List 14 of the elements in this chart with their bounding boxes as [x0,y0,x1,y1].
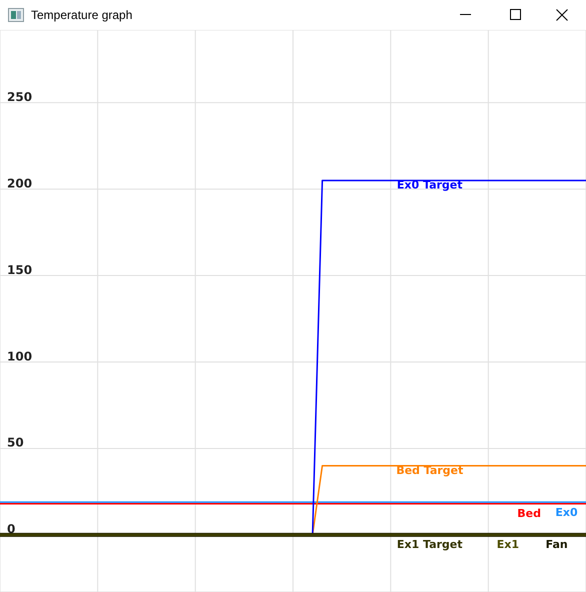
y-tick-label: 250 [7,90,32,104]
y-tick-label: 100 [7,349,32,364]
y-tick-label: 200 [7,176,32,190]
series-label: Fan [546,538,568,551]
series-label: Ex0 Target [396,178,463,192]
series-label: Ex0 [555,506,578,520]
series-label: Ex1 [496,538,519,551]
chart-title: Temperature graph [31,8,132,22]
y-tick-label: 150 [7,262,32,277]
series-label: Bed [517,506,542,520]
y-tick-label: 0 [7,522,16,536]
y-tick-label: 50 [7,436,24,450]
series-label: Bed Target [396,464,464,477]
series-label: Ex1 Target [396,538,463,551]
